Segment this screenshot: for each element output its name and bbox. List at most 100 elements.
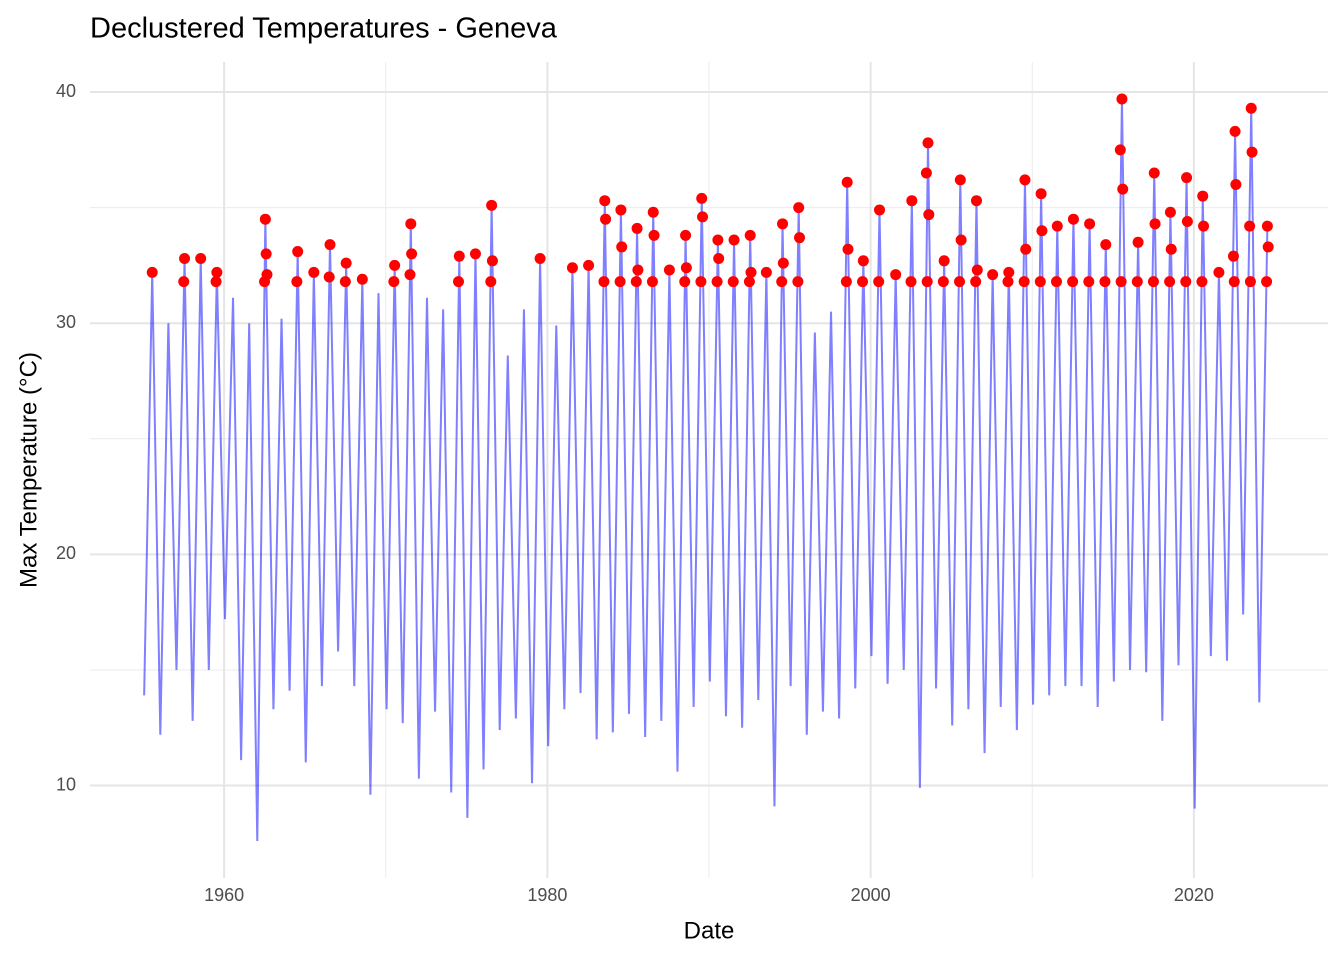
extreme-point [680,229,692,241]
extreme-point [566,262,578,274]
extreme-point [1099,276,1111,288]
x-tick-label: 1980 [527,885,567,905]
extreme-point [323,271,335,283]
extreme-point [1181,216,1193,228]
extreme-point [260,248,272,260]
extreme-point [1083,276,1095,288]
extreme-point [874,204,886,216]
extreme-point [1100,239,1112,251]
extreme-point [970,195,982,207]
extreme-point [1115,276,1127,288]
extreme-point [292,246,304,258]
x-axis-title: Date [684,917,735,944]
extreme-point [1213,266,1225,278]
extreme-point [616,241,628,253]
extreme-point [1002,276,1014,288]
extreme-point [1018,276,1030,288]
extreme-point [1197,190,1209,202]
extreme-point [1020,243,1032,255]
extreme-point [1164,276,1176,288]
extreme-point [598,276,610,288]
extreme-point [452,276,464,288]
extreme-point [1003,266,1015,278]
extreme-point [406,248,418,260]
extreme-point [486,199,498,211]
extreme-point [1198,220,1210,232]
extreme-point [600,213,612,225]
extreme-point [696,192,708,204]
x-tick-label: 2000 [851,885,891,905]
extreme-point [938,255,950,267]
extreme-point [615,204,627,216]
extreme-point [1196,276,1208,288]
extreme-point [195,252,207,264]
extreme-point [1131,276,1143,288]
extreme-point [632,264,644,276]
extreme-point [388,276,400,288]
extreme-point [1244,220,1256,232]
extreme-point [405,218,417,230]
extreme-point [1117,183,1129,195]
extreme-point [404,269,416,281]
extreme-point [648,229,660,241]
extreme-point [261,269,273,281]
extreme-point [1228,276,1240,288]
extreme-point [921,276,933,288]
y-tick-label: 10 [56,774,76,794]
extreme-point [179,252,191,264]
extreme-point [486,255,498,267]
extreme-point [744,229,756,241]
x-tick-label: 2020 [1174,885,1214,905]
extreme-point [211,266,223,278]
extreme-point [890,269,902,281]
x-tick-label: 1960 [204,885,244,905]
extreme-point [630,276,642,288]
extreme-point [776,276,788,288]
extreme-point [1227,250,1239,262]
extreme-point [713,252,725,264]
extreme-point [1244,276,1256,288]
extreme-point [663,264,675,276]
extreme-point [1164,206,1176,218]
extreme-point [389,259,401,271]
extreme-point [792,276,804,288]
extreme-point [842,243,854,255]
extreme-point [970,276,982,288]
y-axis-title: Max Temperature (°C) [15,352,42,588]
extreme-point [1149,218,1161,230]
extreme-point [1147,276,1159,288]
extreme-point [1034,276,1046,288]
extreme-point [680,262,692,274]
extreme-point [711,276,723,288]
extreme-point [583,259,595,271]
extreme-point [1035,188,1047,200]
extreme-point [695,276,707,288]
extreme-point [1261,276,1273,288]
extreme-point [777,218,789,230]
extreme-point [1067,276,1079,288]
extreme-point [955,234,967,246]
extreme-point [614,276,626,288]
extreme-point [793,202,805,214]
extreme-point [631,222,643,234]
extreme-point [1036,225,1048,237]
extreme-point [987,269,999,281]
extreme-point [873,276,885,288]
extreme-point [469,248,481,260]
extreme-point [760,266,772,278]
extreme-point [841,176,853,188]
extreme-point [937,276,949,288]
temperature-line [143,98,1269,842]
extreme-point [743,276,755,288]
extreme-point [1261,220,1273,232]
extreme-point [599,195,611,207]
extreme-point [356,273,368,285]
extreme-point [1262,241,1274,253]
extreme-point [146,266,158,278]
extreme-point [923,209,935,221]
extreme-point [210,276,222,288]
extreme-point [1229,125,1241,137]
extreme-point [857,276,869,288]
chart-title: Declustered Temperatures - Geneva [90,13,558,45]
extreme-point [1246,146,1258,158]
